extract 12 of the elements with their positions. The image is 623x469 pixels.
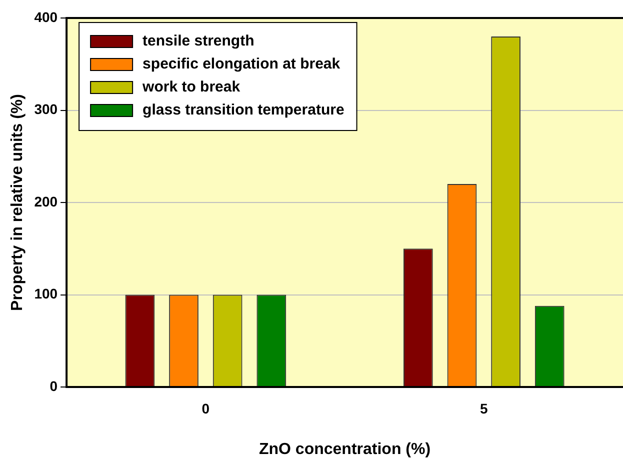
legend-label: specific elongation at break	[142, 56, 341, 73]
y-tick-label: 0	[50, 378, 58, 394]
x-axis-title: ZnO concentration (%)	[259, 440, 431, 458]
y-tick-label: 200	[34, 193, 58, 210]
y-tick-label: 400	[34, 8, 58, 25]
legend-label: tensile strength	[142, 32, 254, 50]
x-tick-label: 5	[480, 400, 488, 416]
y-axis-title: Property in relative units (%)	[9, 94, 26, 311]
legend-label: work to break	[142, 78, 241, 96]
legend-label: glass transition temperature	[142, 102, 344, 119]
y-tick-label: 100	[34, 286, 58, 302]
y-tick-label: 300	[34, 101, 58, 118]
